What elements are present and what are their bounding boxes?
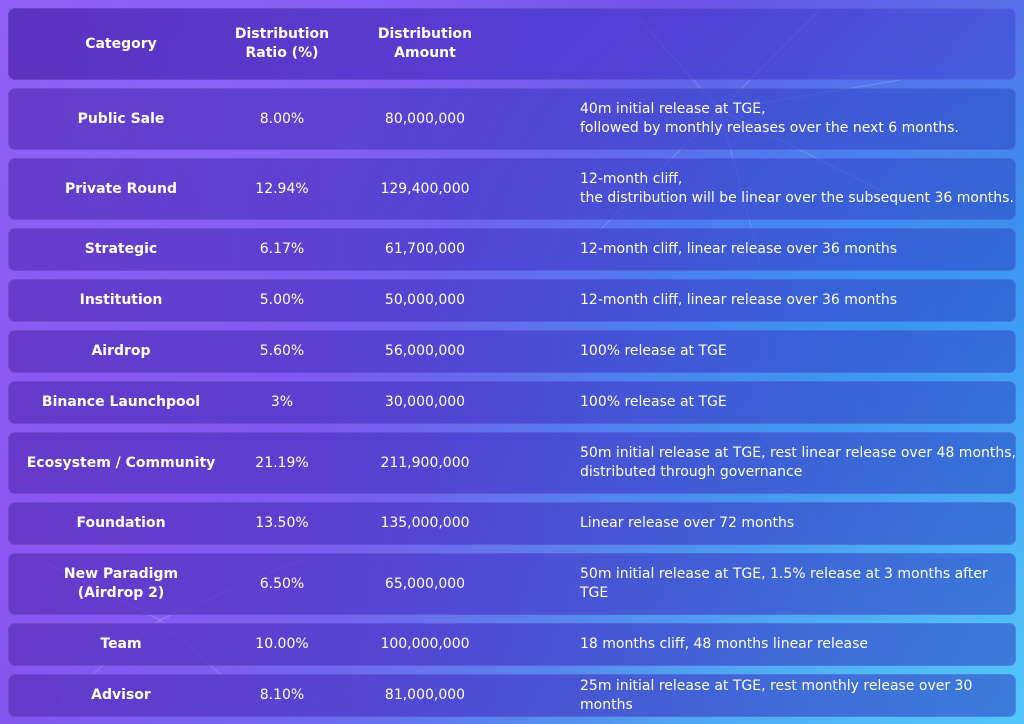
cell-amount: 135,000,000 (380, 515, 470, 531)
cell-vesting: 50m initial release at TGE, rest linear … (580, 445, 1016, 480)
cell-category: Team (100, 636, 142, 652)
header-category: Category (85, 35, 157, 52)
cell-category: Public Sale (77, 110, 165, 127)
cell-ratio: 8.10% (259, 687, 305, 703)
cell-amount: 80,000,000 (384, 110, 466, 127)
cell-vesting: 12-month cliff, linear release over 36 m… (580, 292, 897, 308)
cell-amount: 65,000,000 (384, 575, 466, 592)
cell-amount: 81,000,000 (384, 687, 466, 703)
cell-vesting: 12-month cliff, the distribution will be … (580, 171, 1014, 206)
table-row: Ecosystem / Community 21.19% 211,900,000… (8, 432, 1016, 494)
cell-amount: 100,000,000 (380, 636, 470, 652)
cell-category: Foundation (76, 515, 166, 531)
cell-vesting: 18 months cliff, 48 months linear releas… (580, 636, 869, 652)
cell-amount: 211,900,000 (380, 454, 470, 471)
cell-category: New Paradigm (Airdrop 2) (63, 566, 179, 601)
cell-vesting: 40m initial release at TGE, followed by m… (580, 101, 959, 136)
cell-category: Private Round (65, 180, 177, 197)
cell-ratio: 5.60% (259, 343, 305, 359)
cell-amount: 129,400,000 (380, 180, 470, 197)
cell-vesting: 100% release at TGE (580, 343, 727, 359)
cell-category: Binance Launchpool (41, 394, 201, 410)
cell-category: Advisor (91, 687, 151, 703)
cell-amount: 56,000,000 (384, 343, 466, 359)
cell-ratio: 13.50% (255, 515, 309, 531)
header-ratio: Distribution Ratio (%) (234, 26, 330, 61)
cell-ratio: 6.17% (259, 241, 305, 257)
cell-ratio: 10.00% (255, 636, 309, 652)
table-row: Private Round 12.94% 129,400,000 12-mont… (8, 158, 1016, 220)
cell-vesting: Linear release over 72 months (580, 515, 795, 531)
cell-ratio: 21.19% (255, 454, 309, 471)
table-row: Strategic 6.17% 61,700,000 12-month clif… (8, 228, 1016, 271)
table-row: New Paradigm (Airdrop 2) 6.50% 65,000,000… (8, 553, 1016, 615)
cell-category: Institution (79, 292, 163, 308)
cell-category: Strategic (84, 241, 158, 257)
cell-amount: 50,000,000 (384, 292, 466, 308)
cell-vesting: 12-month cliff, linear release over 36 m… (580, 241, 897, 257)
table-row: Binance Launchpool 3% 30,000,000 100% re… (8, 381, 1016, 424)
table-header-row: Category Distribution Ratio (%) Distribut… (8, 8, 1016, 80)
cell-ratio: 8.00% (259, 110, 305, 127)
header-amount: Distribution Amount (377, 26, 473, 61)
cell-ratio: 3% (270, 394, 294, 410)
cell-vesting: 50m initial release at TGE, 1.5% release… (580, 566, 988, 601)
cell-vesting: 100% release at TGE (580, 394, 727, 410)
table-row: Institution 5.00% 50,000,000 12-month cl… (8, 279, 1016, 322)
table-row: Foundation 13.50% 135,000,000 Linear rel… (8, 502, 1016, 545)
cell-ratio: 6.50% (259, 575, 305, 592)
cell-amount: 61,700,000 (384, 241, 466, 257)
cell-ratio: 12.94% (255, 180, 309, 197)
table-row: Team 10.00% 100,000,000 18 months cliff,… (8, 623, 1016, 666)
cell-ratio: 5.00% (259, 292, 305, 308)
table-row: Public Sale 8.00% 80,000,000 40m initial… (8, 88, 1016, 150)
table-row: Advisor 8.10% 81,000,000 25m initial rel… (8, 674, 1016, 717)
cell-category: Airdrop (91, 343, 151, 359)
table-row: Airdrop 5.60% 56,000,000 100% release at… (8, 330, 1016, 373)
cell-amount: 30,000,000 (384, 394, 466, 410)
cell-vesting: 25m initial release at TGE, rest monthly… (580, 677, 973, 713)
cell-category: Ecosystem / Community (26, 454, 216, 471)
